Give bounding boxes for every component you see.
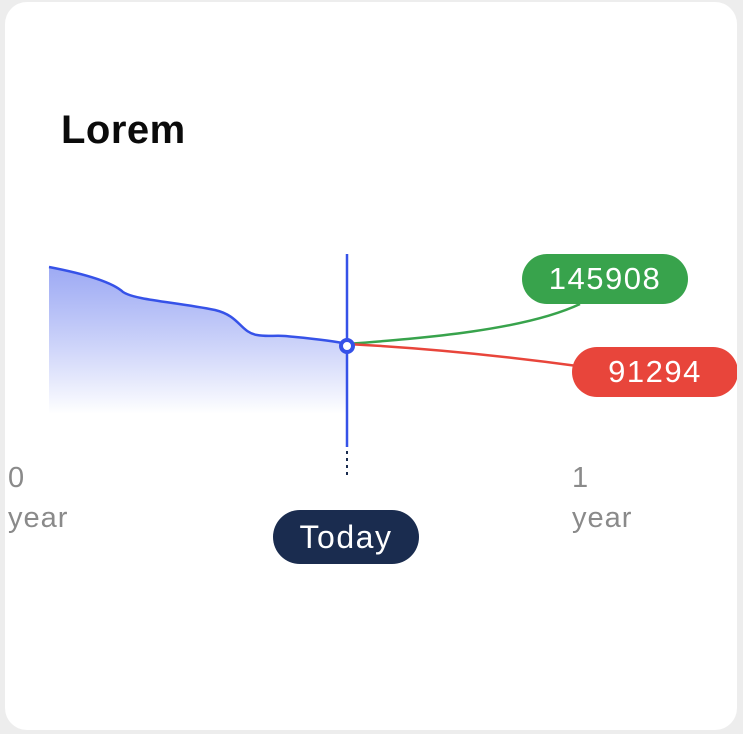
chart-card: Lorem 0 year 1 year 145908 91294 Today [5, 2, 737, 730]
pessimistic-value-label: 91294 [572, 347, 737, 397]
pessimistic-projection-line [347, 344, 585, 367]
x-tick-start-value: 0 [8, 458, 68, 498]
x-tick-end-unit: year [572, 498, 632, 538]
history-area [49, 267, 347, 414]
today-label: Today [273, 510, 419, 564]
optimistic-projection-line [347, 304, 580, 344]
x-tick-start-unit: year [8, 498, 68, 538]
x-tick-start: 0 year [8, 458, 68, 538]
x-tick-end-value: 1 [572, 458, 632, 498]
today-point [341, 340, 353, 352]
optimistic-value-label: 145908 [522, 254, 688, 304]
x-tick-end: 1 year [572, 458, 632, 538]
